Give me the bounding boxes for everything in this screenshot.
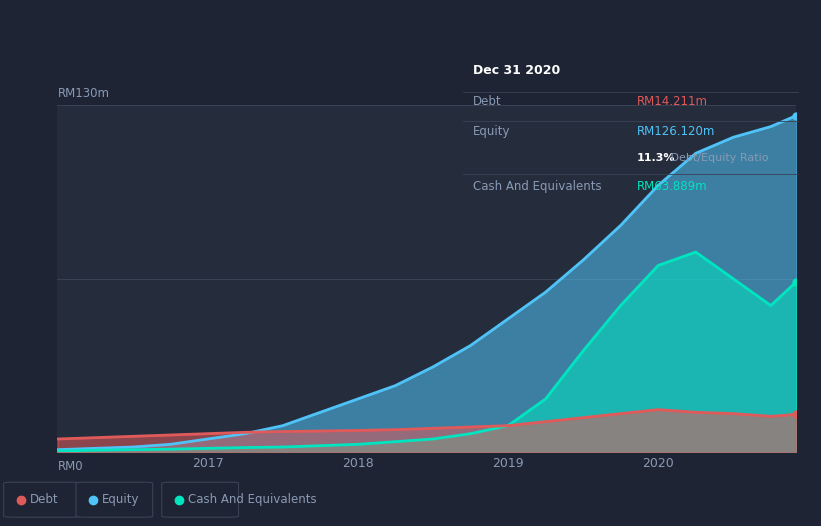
Text: Dec 31 2020: Dec 31 2020	[473, 65, 561, 77]
Text: RM130m: RM130m	[57, 87, 109, 100]
Text: Debt/Equity Ratio: Debt/Equity Ratio	[667, 153, 768, 163]
Text: Debt: Debt	[30, 493, 58, 506]
FancyBboxPatch shape	[76, 482, 153, 517]
Text: 11.3%: 11.3%	[637, 153, 676, 163]
Text: RM63.889m: RM63.889m	[637, 180, 708, 193]
Text: RM126.120m: RM126.120m	[637, 125, 715, 138]
Text: RM14.211m: RM14.211m	[637, 95, 708, 108]
Text: Cash And Equivalents: Cash And Equivalents	[473, 180, 602, 193]
Text: Equity: Equity	[102, 493, 140, 506]
FancyBboxPatch shape	[162, 482, 239, 517]
Text: Equity: Equity	[473, 125, 511, 138]
Text: Cash And Equivalents: Cash And Equivalents	[188, 493, 317, 506]
Text: RM0: RM0	[57, 460, 83, 473]
FancyBboxPatch shape	[3, 482, 80, 517]
Text: Debt: Debt	[473, 95, 502, 108]
